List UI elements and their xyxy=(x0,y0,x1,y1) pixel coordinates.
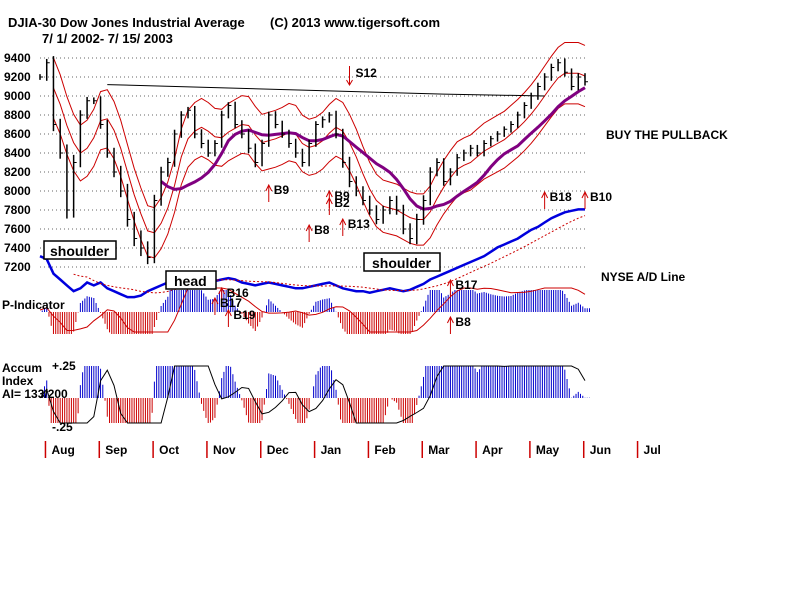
month-label-dec: Dec xyxy=(267,443,289,457)
buy-arrow-head-icon xyxy=(541,190,549,199)
price-gridlines xyxy=(40,57,585,268)
shoulder-left-label: shoulder xyxy=(43,240,117,260)
neckline-trendline xyxy=(107,84,545,97)
buy-arrow-head-icon xyxy=(446,278,454,287)
y-tick-label-8000: 8000 xyxy=(4,184,31,198)
month-label-mar: Mar xyxy=(428,443,450,457)
nyse-ad-line-label: NYSE A/D Line xyxy=(601,270,686,284)
month-axis: Aug Sep Oct Nov Dec Jan Feb Mar Apr May Jun Jul xyxy=(44,441,661,458)
signal-label: S12 xyxy=(356,66,378,80)
signal-label: B17 xyxy=(220,296,242,310)
signal-s12: S12 xyxy=(346,66,378,86)
month-label-may: May xyxy=(536,443,560,457)
month-label-sep: Sep xyxy=(105,443,127,457)
buy-arrow-head-icon xyxy=(211,296,219,305)
accum-label-2: Index xyxy=(2,374,34,388)
nyse-ad-line xyxy=(39,208,585,299)
month-label-apr: Apr xyxy=(482,443,503,457)
buy-the-pullback-note: BUY THE PULLBACK xyxy=(606,128,728,142)
buy-arrow-head-icon xyxy=(325,196,333,205)
buy-arrow-head-icon xyxy=(339,217,347,226)
price-axis-ticks: 9400 9200 9000 8800 8600 8400 8200 8000 7800 7600… xyxy=(4,51,31,274)
y-tick-label-7400: 7400 xyxy=(4,241,31,255)
accum-index-ma-line xyxy=(39,365,586,424)
buy-arrow-head-icon xyxy=(218,286,226,295)
y-tick-label-9400: 9400 xyxy=(4,51,31,65)
buy-arrow-head-icon xyxy=(325,189,333,198)
signal-b13: B13 xyxy=(339,217,370,236)
buy-arrow-head-icon xyxy=(581,190,589,199)
chart-title: DJIA-30 Dow Jones Industrial Average xyxy=(8,15,245,30)
month-label-nov: Nov xyxy=(213,443,236,457)
signal-label: B9 xyxy=(334,189,350,203)
signal-b19: B19 xyxy=(224,308,256,327)
shoulder-right-label: shoulder xyxy=(363,252,441,272)
y-tick-label-8200: 8200 xyxy=(4,165,31,179)
accum-label-3: AI= 133/200 xyxy=(2,387,68,401)
svg-text:head: head xyxy=(174,273,207,289)
y-tick-label-7600: 7600 xyxy=(4,222,31,236)
signal-label: B10 xyxy=(590,190,612,204)
signal-label: B16 xyxy=(227,286,249,300)
accum-lower-tick: -.25 xyxy=(52,420,73,434)
copyright: (C) 2013 www.tigersoft.com xyxy=(270,15,440,30)
month-label-aug: Aug xyxy=(51,443,74,457)
month-label-jan: Jan xyxy=(321,443,342,457)
y-tick-label-9000: 9000 xyxy=(4,89,31,103)
buy-arrow-head-icon xyxy=(446,315,454,324)
signal-b17: B17 xyxy=(211,296,242,315)
buy-arrow-head-icon xyxy=(224,308,232,317)
date-range: 7/ 1/ 2002- 7/ 15/ 2003 xyxy=(42,31,173,46)
signal-label: B8 xyxy=(455,315,471,329)
upper-band-line xyxy=(53,42,586,209)
buy-arrow-head-icon xyxy=(305,223,313,232)
signal-b17: B17 xyxy=(446,278,478,297)
y-tick-label-8600: 8600 xyxy=(4,127,31,141)
p-indicator-label: P-Indicator xyxy=(2,298,65,312)
month-label-jun: Jun xyxy=(590,443,611,457)
price-bars xyxy=(39,56,588,265)
accum-upper-tick: +.25 xyxy=(52,359,76,373)
ma-21-line xyxy=(53,72,586,234)
signal-label: B2 xyxy=(334,196,350,210)
svg-text:shoulder: shoulder xyxy=(372,255,432,271)
month-label-jul: Jul xyxy=(644,443,661,457)
signal-label: B13 xyxy=(348,217,370,231)
buy-arrow-head-icon xyxy=(265,183,273,192)
signal-b16: B16 xyxy=(218,286,249,305)
y-tick-label-8800: 8800 xyxy=(4,108,31,122)
signal-b8: B8 xyxy=(305,223,330,242)
month-label-oct: Oct xyxy=(159,443,179,457)
signal-b8: B8 xyxy=(446,315,471,334)
signal-b9: B9 xyxy=(265,183,290,202)
head-label: head xyxy=(165,270,217,290)
signal-label: B9 xyxy=(274,183,290,197)
accum-index-histogram xyxy=(41,366,590,423)
y-tick-label-7200: 7200 xyxy=(4,260,31,274)
signal-label: B8 xyxy=(314,223,330,237)
signal-b2: B2 xyxy=(325,196,350,215)
p-indicator-ma-line xyxy=(39,287,586,333)
signal-b18: B18 xyxy=(541,190,572,209)
y-tick-label-7800: 7800 xyxy=(4,203,31,217)
svg-text:shoulder: shoulder xyxy=(50,243,110,259)
ma-50-line xyxy=(160,86,586,211)
nyse-ad-ma-line xyxy=(73,215,586,294)
month-label-feb: Feb xyxy=(374,443,395,457)
signal-label: B18 xyxy=(550,190,572,204)
signal-label: B17 xyxy=(455,278,477,292)
signal-b10: B10 xyxy=(581,190,612,209)
signal-label: B19 xyxy=(233,308,255,322)
p-indicator-histogram xyxy=(41,290,590,334)
price-bands xyxy=(53,42,586,259)
y-tick-label-9200: 9200 xyxy=(4,70,31,84)
lower-band-line xyxy=(53,103,586,259)
accum-label-1: Accum xyxy=(2,361,42,375)
sell-arrow-head-icon xyxy=(346,79,353,86)
y-tick-label-8400: 8400 xyxy=(4,146,31,160)
